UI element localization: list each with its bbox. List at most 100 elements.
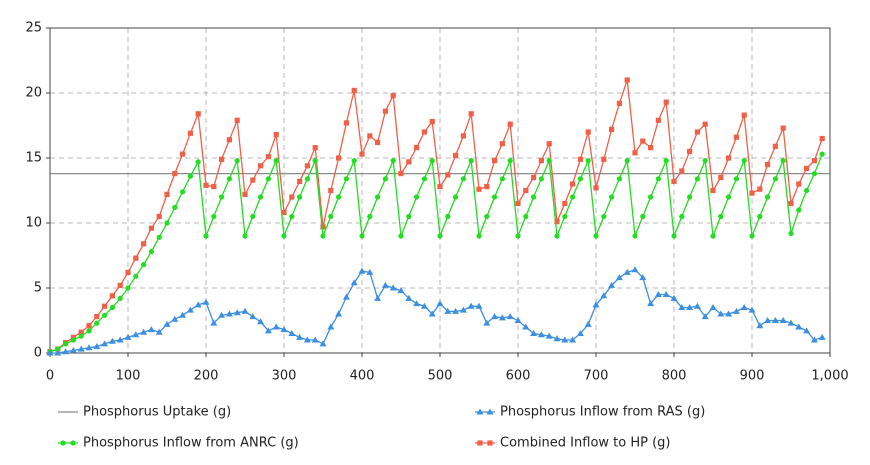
point [687, 148, 693, 155]
point [242, 191, 248, 197]
point [179, 311, 187, 318]
point [515, 200, 521, 207]
point [289, 194, 295, 200]
point [601, 213, 607, 220]
point [429, 158, 435, 164]
point [468, 158, 474, 164]
point [632, 150, 638, 156]
point [506, 313, 514, 320]
point [741, 158, 747, 164]
point [593, 185, 599, 191]
point [164, 220, 170, 226]
point [670, 294, 678, 301]
point [63, 341, 69, 347]
x-tick-label: 900 [740, 369, 765, 384]
point [562, 200, 568, 207]
point [811, 171, 818, 177]
point [445, 213, 451, 220]
point [234, 158, 240, 164]
point [219, 156, 225, 162]
point [460, 133, 466, 139]
point [218, 311, 226, 318]
point [453, 194, 459, 200]
legend-label: Phosphorus Inflow from RAS (g) [500, 405, 705, 420]
point [187, 173, 193, 179]
point [468, 111, 474, 117]
point [312, 158, 318, 164]
point [615, 274, 623, 281]
point [250, 213, 256, 220]
point [375, 194, 381, 200]
point [756, 322, 764, 329]
point [148, 249, 154, 255]
point [609, 126, 615, 132]
point [156, 234, 162, 240]
point [335, 310, 343, 317]
point [795, 323, 803, 330]
point [265, 154, 271, 160]
point [686, 304, 694, 310]
point [687, 194, 693, 200]
point [367, 133, 373, 139]
legend-label: Phosphorus Inflow from ANRC (g) [83, 436, 299, 451]
point [358, 267, 366, 274]
x-tick-label: 400 [350, 369, 375, 384]
point [389, 284, 397, 291]
point [421, 176, 427, 182]
point [296, 333, 304, 340]
point [445, 172, 451, 178]
point [172, 171, 178, 177]
point [726, 155, 732, 161]
point [343, 120, 349, 126]
point [788, 230, 794, 236]
x-tick-label: 1,000 [811, 369, 848, 384]
point [553, 335, 561, 342]
point [342, 293, 350, 300]
point [702, 121, 708, 127]
point [280, 326, 288, 333]
point [740, 304, 748, 310]
point [195, 111, 201, 117]
point [531, 194, 537, 200]
point [210, 319, 218, 326]
point [616, 176, 623, 182]
point [459, 306, 467, 313]
point [336, 194, 342, 200]
point [328, 213, 334, 220]
point [492, 194, 498, 200]
point [593, 233, 599, 239]
point [678, 304, 686, 310]
point [780, 158, 786, 164]
point [203, 182, 209, 188]
point [718, 213, 724, 220]
point [249, 313, 257, 320]
point [186, 306, 194, 313]
y-tick-label: 20 [25, 86, 42, 101]
point [414, 194, 420, 200]
x-tick-label: 500 [428, 369, 453, 384]
point [717, 310, 725, 317]
x-tick-label: 100 [116, 369, 141, 384]
point [546, 158, 552, 164]
point [694, 129, 700, 135]
point [648, 145, 654, 151]
point [171, 315, 179, 322]
point [663, 99, 669, 105]
point [655, 117, 661, 123]
point [172, 204, 178, 210]
point [124, 333, 132, 340]
point [749, 233, 755, 239]
point [117, 295, 123, 301]
point [420, 302, 428, 309]
point [725, 310, 733, 317]
point [437, 233, 443, 239]
point [413, 300, 421, 307]
legend-label: Phosphorus Uptake (g) [83, 405, 231, 420]
point [203, 233, 209, 239]
point [320, 224, 326, 230]
point [576, 330, 584, 336]
point [257, 318, 265, 325]
point [303, 336, 311, 343]
point [367, 213, 373, 220]
